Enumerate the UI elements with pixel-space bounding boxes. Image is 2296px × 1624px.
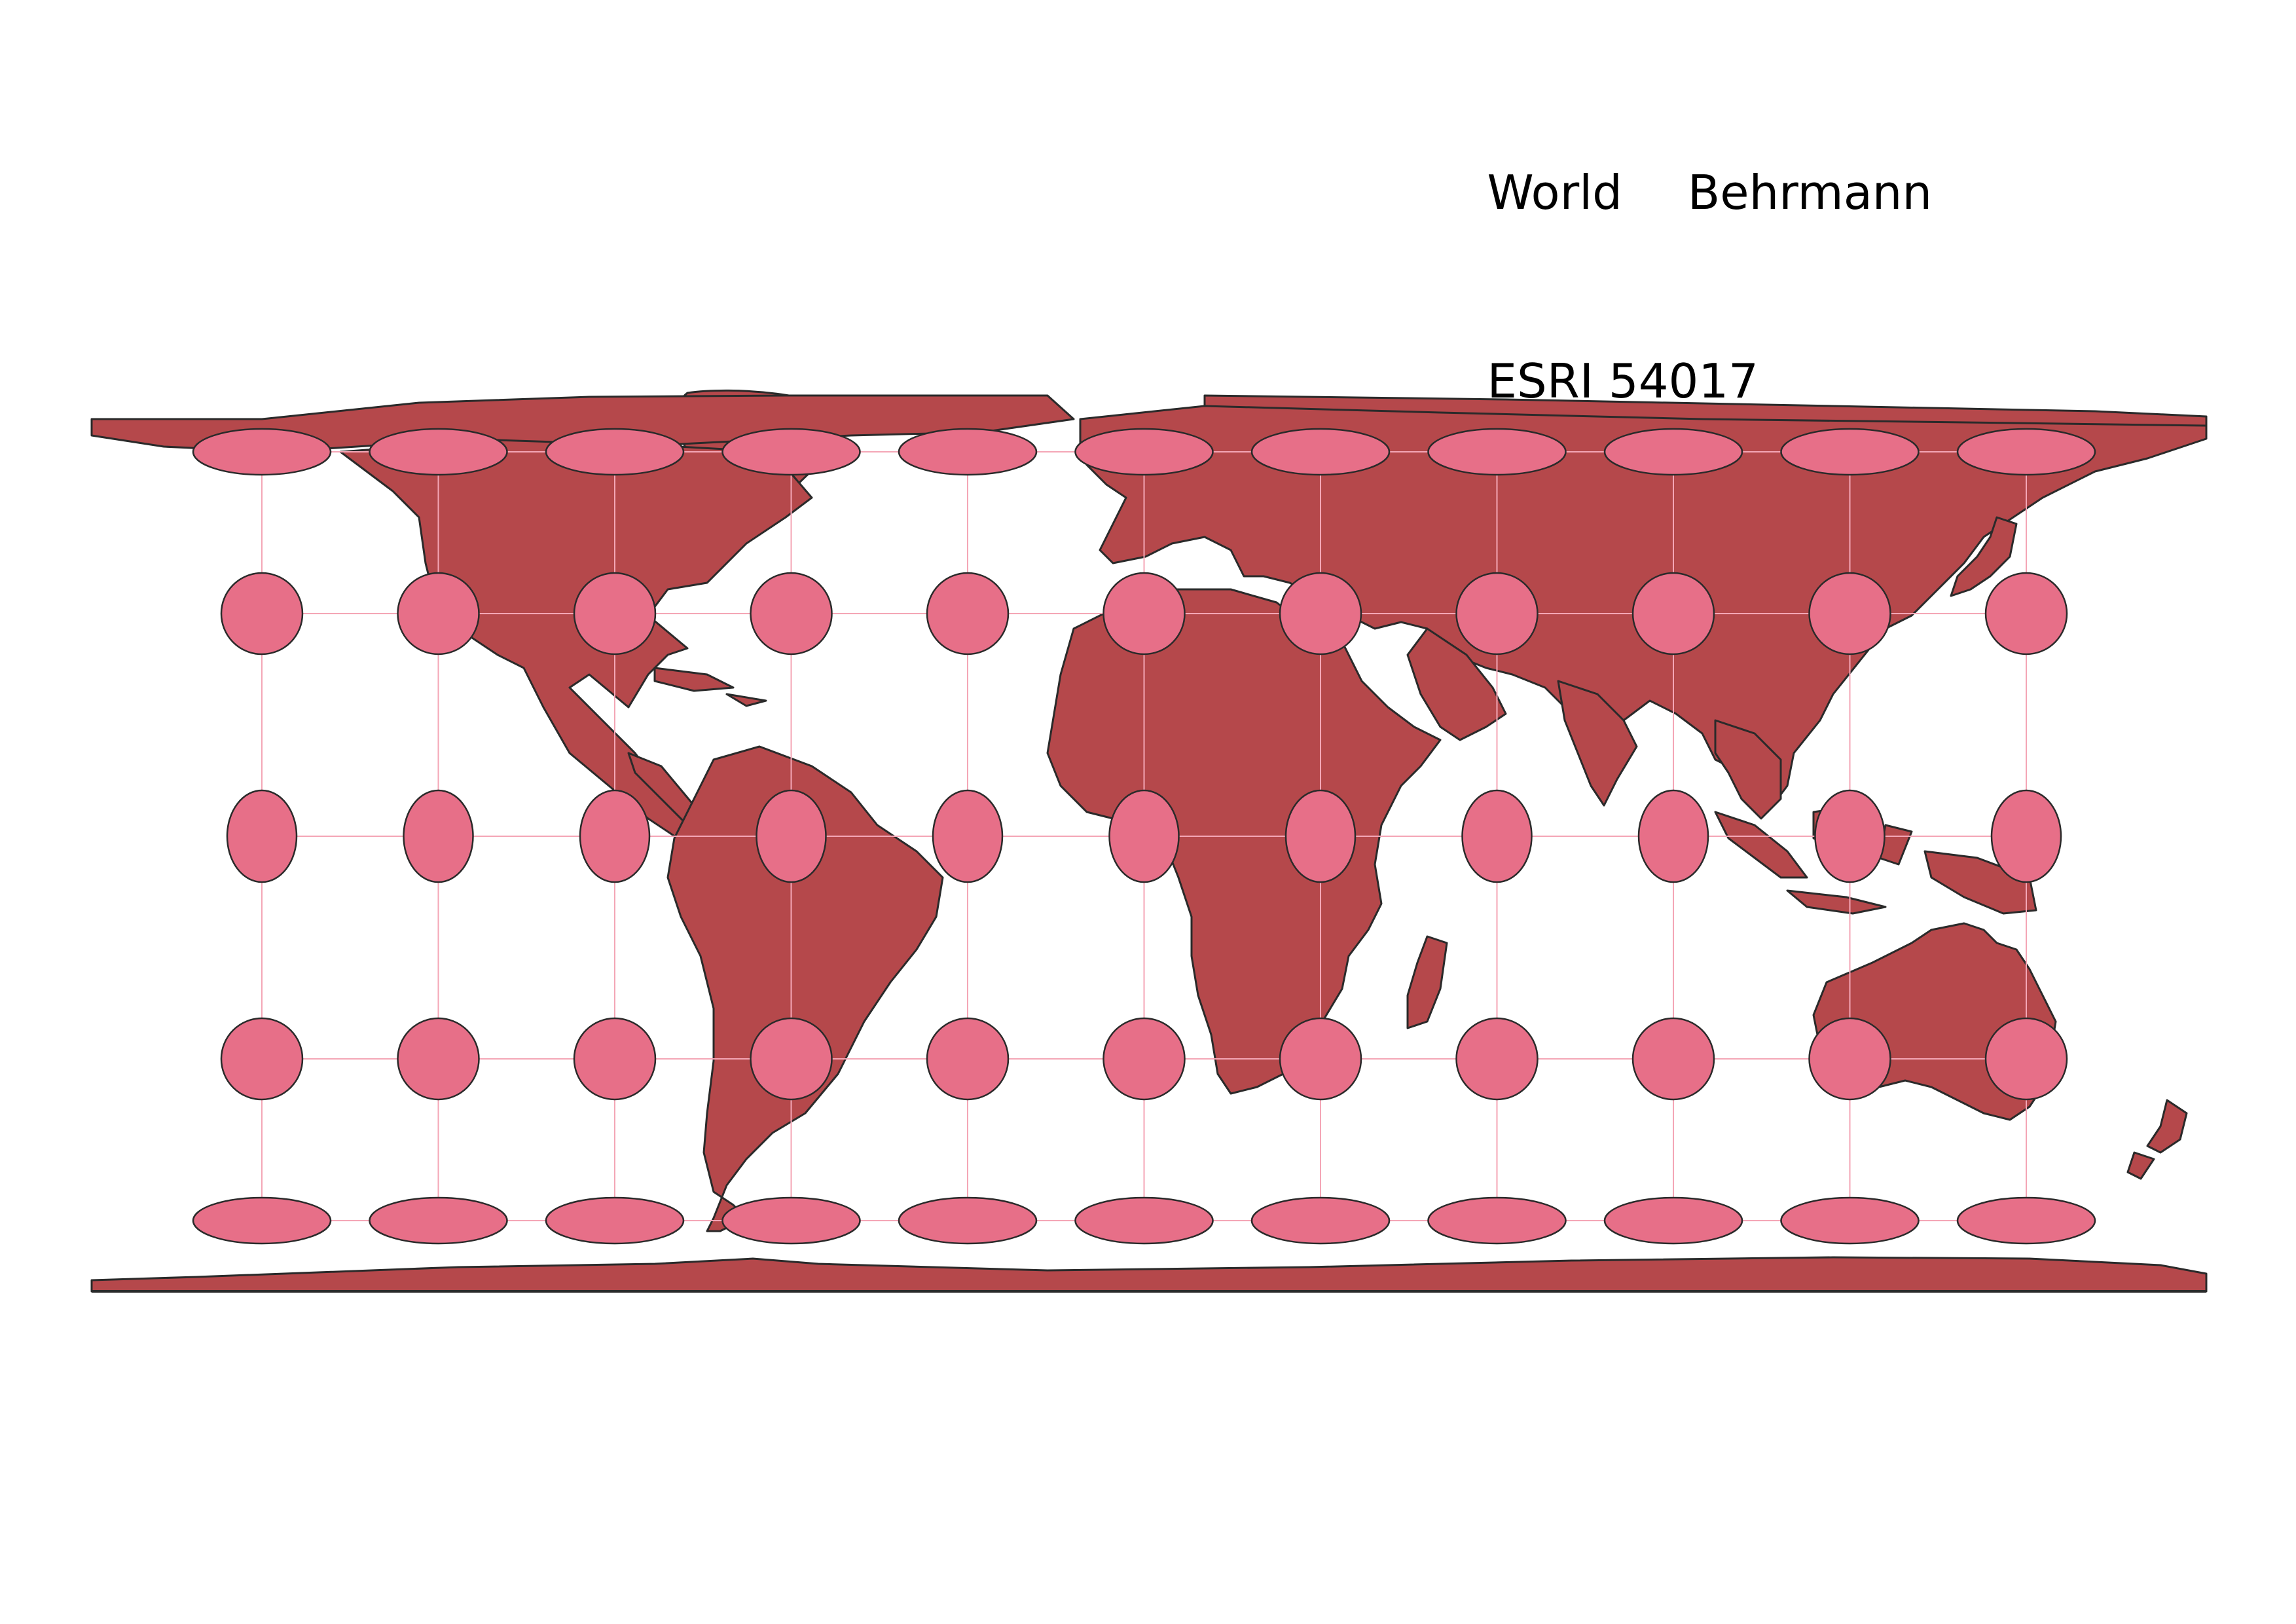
tissot-ellipse: [192, 1196, 332, 1245]
india: [1557, 680, 1638, 807]
tissot-ellipse: [926, 1017, 1010, 1101]
tissot-indicatrix-layer: [192, 428, 2096, 1245]
tissot-ellipse: [1427, 428, 1567, 476]
africa: [1046, 588, 1442, 1095]
tissot-ellipse: [226, 789, 298, 883]
tissot-ellipse: [750, 1017, 833, 1101]
arabian-peninsula: [1406, 627, 1507, 741]
map-title: World Behrmann ESRI 54017: [1427, 98, 1933, 475]
tissot-ellipse: [192, 428, 332, 476]
tissot-ellipse: [1780, 1196, 1920, 1245]
tissot-ellipse: [1808, 1017, 1891, 1101]
title-line-1: World Behrmann: [1427, 98, 1933, 287]
tissot-ellipse: [1279, 1017, 1362, 1101]
title-code: ESRI 54017: [1487, 354, 1758, 409]
tissot-ellipse: [403, 789, 474, 883]
tissot-ellipse: [1808, 572, 1891, 655]
title-line-2: ESRI 54017: [1427, 287, 1932, 475]
tissot-ellipse: [1603, 1196, 1743, 1245]
tissot-ellipse: [1603, 428, 1743, 476]
tissot-ellipse: [220, 572, 304, 655]
tissot-ellipse: [1455, 572, 1539, 655]
tissot-ellipse: [756, 789, 827, 883]
tissot-ellipse: [1631, 572, 1715, 655]
new-zealand: [2126, 1099, 2188, 1180]
south-america: [666, 745, 944, 1232]
caribbean-islands: [653, 667, 767, 707]
tissot-ellipse: [545, 1196, 685, 1245]
tissot-ellipse: [898, 1196, 1038, 1245]
tissot-ellipse: [1780, 428, 1920, 476]
tissot-ellipse: [545, 428, 685, 476]
tissot-ellipse: [369, 428, 508, 476]
tissot-ellipse: [1102, 1017, 1186, 1101]
title-projection: Behrmann: [1687, 165, 1933, 220]
tissot-ellipse: [579, 789, 651, 883]
tissot-ellipse: [926, 572, 1010, 655]
tissot-ellipse: [1250, 1196, 1391, 1245]
antarctica: [90, 1256, 2208, 1293]
tissot-ellipse: [1956, 428, 2096, 476]
tissot-ellipse: [1427, 1196, 1567, 1245]
tissot-ellipse: [721, 428, 861, 476]
tissot-ellipse: [750, 572, 833, 655]
tissot-ellipse: [1250, 428, 1391, 476]
tissot-ellipse: [1631, 1017, 1715, 1101]
tissot-ellipse: [1814, 789, 1886, 883]
tissot-ellipse: [721, 1196, 861, 1245]
tissot-ellipse: [898, 428, 1038, 476]
tissot-ellipse: [397, 572, 480, 655]
tissot-ellipse: [397, 1017, 480, 1101]
tissot-ellipse: [1984, 572, 2068, 655]
tissot-ellipse: [1102, 572, 1186, 655]
tissot-ellipse: [1956, 1196, 2096, 1245]
tissot-ellipse: [1074, 428, 1214, 476]
madagascar: [1406, 935, 1448, 1029]
tissot-ellipse: [1984, 1017, 2068, 1101]
tissot-ellipse: [932, 789, 1004, 883]
tissot-ellipse: [1455, 1017, 1539, 1101]
tissot-ellipse: [573, 1017, 657, 1101]
tissot-ellipse: [1279, 572, 1362, 655]
tissot-ellipse: [1990, 789, 2062, 883]
tissot-ellipse: [1074, 1196, 1214, 1245]
tissot-ellipse: [1285, 789, 1357, 883]
new-guinea: [1923, 850, 2037, 915]
southeast-asia: [1714, 719, 1782, 820]
tissot-ellipse: [220, 1017, 304, 1101]
japan: [1950, 516, 2018, 597]
tissot-ellipse: [1108, 789, 1180, 883]
tissot-ellipse: [1461, 789, 1533, 883]
tissot-ellipse: [1637, 789, 1709, 883]
title-region: World: [1487, 165, 1622, 220]
tissot-ellipse: [369, 1196, 508, 1245]
tissot-ellipse: [573, 572, 657, 655]
